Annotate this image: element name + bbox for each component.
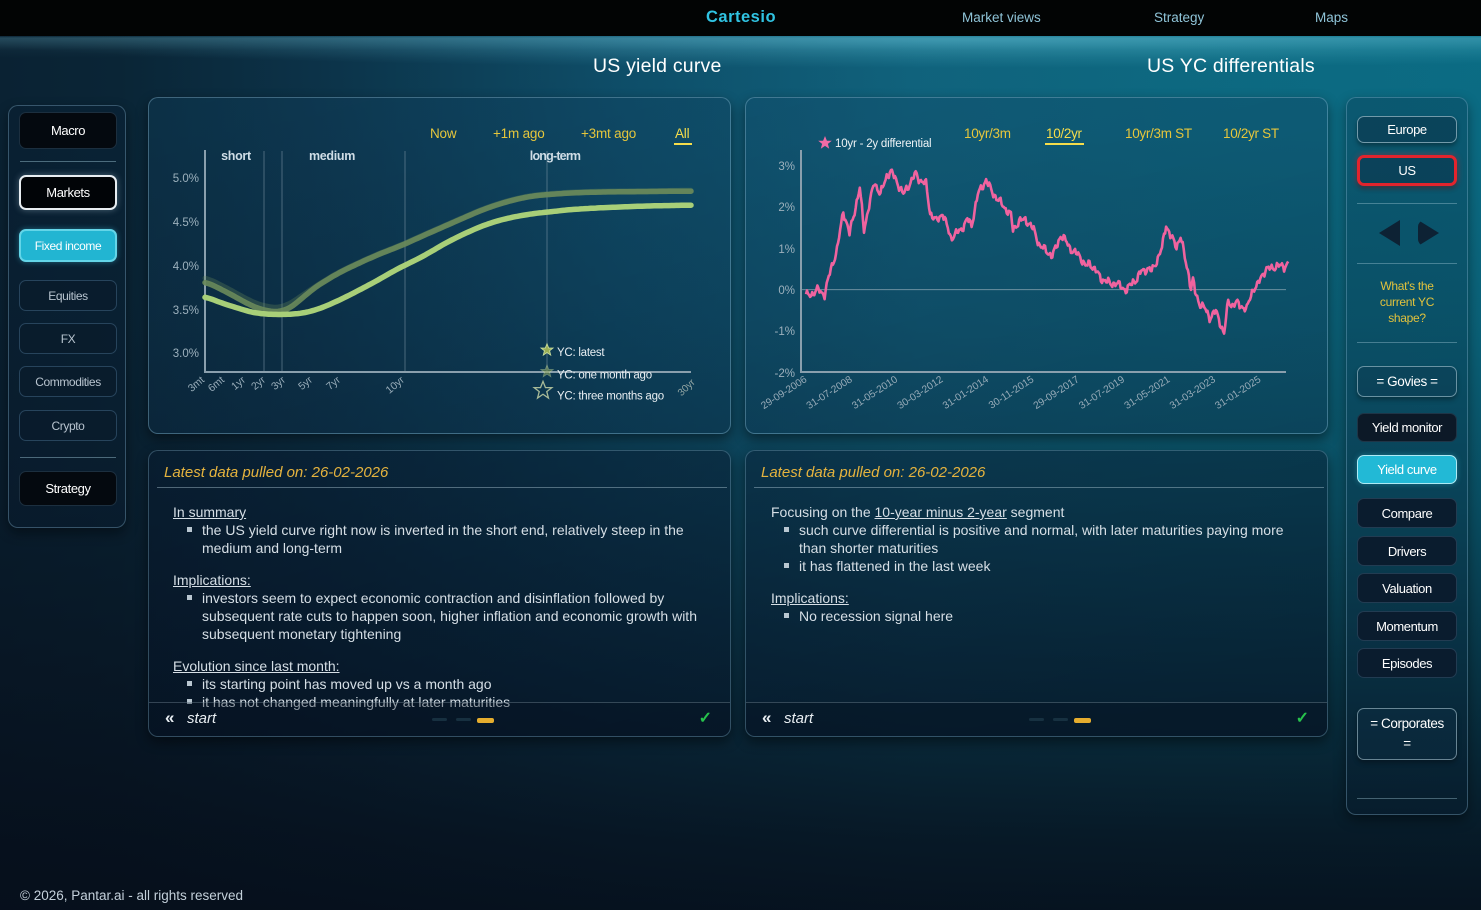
svg-text:31-07-2019: 31-07-2019 [1077,374,1127,412]
svg-text:4.5%: 4.5% [173,217,199,229]
svg-text:2yr: 2yr [249,374,268,393]
svg-text:1%: 1% [778,244,795,256]
svg-text:10yr/3m ST: 10yr/3m ST [1125,126,1192,141]
svg-text:31-07-2008: 31-07-2008 [805,374,855,412]
svg-text:30yr: 30yr [676,377,698,399]
svg-text:4.0%: 4.0% [173,261,199,273]
svg-text:+3mt ago: +3mt ago [581,126,636,141]
svg-text:short: short [221,149,252,163]
svg-text:31-03-2023: 31-03-2023 [1168,374,1218,412]
svg-text:long-term: long-term [530,149,581,163]
svg-text:3mt: 3mt [186,374,207,394]
svg-text:medium: medium [309,149,355,163]
svg-text:30-11-2015: 30-11-2015 [987,374,1036,411]
svg-text:10yr - 2y differential: 10yr - 2y differential [835,138,931,150]
svg-text:3.0%: 3.0% [173,348,199,360]
svg-text:1yr: 1yr [229,374,248,393]
svg-text:30-03-2012: 30-03-2012 [896,374,946,412]
svg-text:31-01-2025: 31-01-2025 [1213,374,1263,412]
svg-text:5yr: 5yr [296,374,315,393]
svg-text:5.0%: 5.0% [173,173,199,185]
svg-text:10/2yr ST: 10/2yr ST [1223,126,1279,141]
svg-text:2%: 2% [778,202,795,214]
svg-text:3.5%: 3.5% [173,305,199,317]
svg-text:29-09-2017: 29-09-2017 [1032,374,1082,412]
svg-text:3%: 3% [778,161,795,173]
svg-text:10/2yr: 10/2yr [1046,126,1083,141]
svg-text:+1m ago: +1m ago [493,126,545,141]
svg-text:-1%: -1% [775,326,795,338]
svg-text:3yr: 3yr [269,374,288,393]
svg-text:7yr: 7yr [324,374,343,393]
svg-text:All: All [675,126,690,141]
svg-text:6mt: 6mt [206,374,227,394]
svg-text:YC: latest: YC: latest [557,347,605,359]
svg-text:YC: one month ago: YC: one month ago [557,370,652,382]
svg-text:31-01-2014: 31-01-2014 [941,374,991,412]
svg-text:31-05-2021: 31-05-2021 [1123,374,1173,412]
svg-text:0%: 0% [778,285,795,297]
svg-text:10yr/3m: 10yr/3m [964,126,1011,141]
svg-text:-2%: -2% [775,368,795,380]
svg-text:Now: Now [430,126,457,141]
svg-text:YC: three months ago: YC: three months ago [557,391,664,403]
svg-text:31-05-2010: 31-05-2010 [850,374,900,412]
svg-text:10yr: 10yr [384,374,408,397]
